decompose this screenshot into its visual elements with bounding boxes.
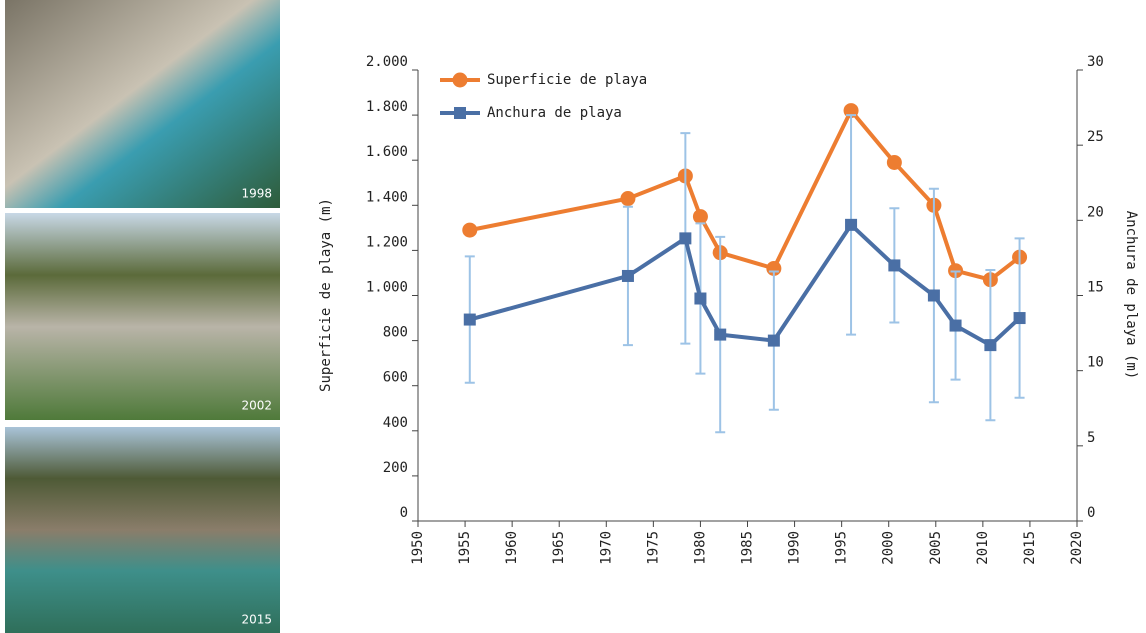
marker <box>927 289 940 302</box>
x-tick-label: 1985 <box>740 531 756 565</box>
y-tick-label: 2.000 <box>366 54 408 70</box>
y-tick-label: 1.800 <box>366 99 408 115</box>
x-tick-label: 2000 <box>881 531 897 565</box>
y-tick-label: 400 <box>383 415 408 431</box>
x-tick-label: 2015 <box>1022 531 1038 565</box>
photo <box>5 427 280 633</box>
x-tick-label: 1955 <box>457 531 473 565</box>
series-line <box>469 221 1021 348</box>
marker <box>462 222 478 238</box>
legend-label: Anchura de playa <box>487 105 622 121</box>
marker <box>694 292 707 305</box>
marker <box>714 328 727 341</box>
y-tick-label: 1.600 <box>366 144 408 160</box>
photo <box>5 0 280 208</box>
y2-tick-label: 15 <box>1087 280 1104 296</box>
y-tick-label: 1.200 <box>366 234 408 250</box>
x-tick-label: 2020 <box>1069 531 1085 565</box>
series-line <box>469 106 1021 282</box>
y2-axis-title: Anchura de playa (m) <box>1123 211 1139 380</box>
y2-tick-label: 0 <box>1087 505 1095 521</box>
y-tick-label: 200 <box>383 460 408 476</box>
y2-tick-label: 10 <box>1087 355 1104 371</box>
y-tick-label: 800 <box>383 325 408 341</box>
marker <box>679 232 692 245</box>
y-tick-label: 0 <box>400 505 408 521</box>
marker <box>463 313 476 326</box>
y-tick-label: 1.400 <box>366 189 408 205</box>
y2-tick-label: 5 <box>1087 430 1095 446</box>
legend-marker <box>452 72 468 88</box>
x-tick-label: 1995 <box>834 531 850 565</box>
photo <box>5 213 280 420</box>
x-tick-label: 1965 <box>551 531 567 565</box>
x-tick-label: 1980 <box>692 531 708 565</box>
photo-label: 2015 <box>241 613 272 627</box>
x-tick-label: 1970 <box>598 531 614 565</box>
x-tick-label: 1990 <box>787 531 803 565</box>
x-tick-label: 1950 <box>410 531 426 565</box>
y-tick-label: 600 <box>383 370 408 386</box>
marker <box>888 259 901 272</box>
x-tick-label: 1960 <box>504 531 520 565</box>
photo-label: 2002 <box>241 399 272 413</box>
marker <box>692 209 708 225</box>
marker <box>620 191 636 207</box>
x-tick-label: 2005 <box>928 531 944 565</box>
marker <box>984 339 997 352</box>
marker <box>949 319 962 332</box>
photo-label: 1998 <box>241 187 272 201</box>
y-tick-label: 1.000 <box>366 280 408 296</box>
legend-marker <box>454 107 466 119</box>
marker <box>886 154 902 170</box>
legend-label: Superficie de playa <box>487 72 647 88</box>
marker <box>1013 312 1026 325</box>
y2-tick-label: 20 <box>1087 204 1104 220</box>
y-axis-title: Superficie de playa (m) <box>318 198 334 392</box>
marker <box>767 334 780 347</box>
marker <box>845 218 858 231</box>
marker <box>621 269 634 282</box>
y2-tick-label: 30 <box>1087 54 1104 70</box>
x-tick-label: 2010 <box>975 531 991 565</box>
x-tick-label: 1975 <box>645 531 661 565</box>
y2-tick-label: 25 <box>1087 129 1104 145</box>
